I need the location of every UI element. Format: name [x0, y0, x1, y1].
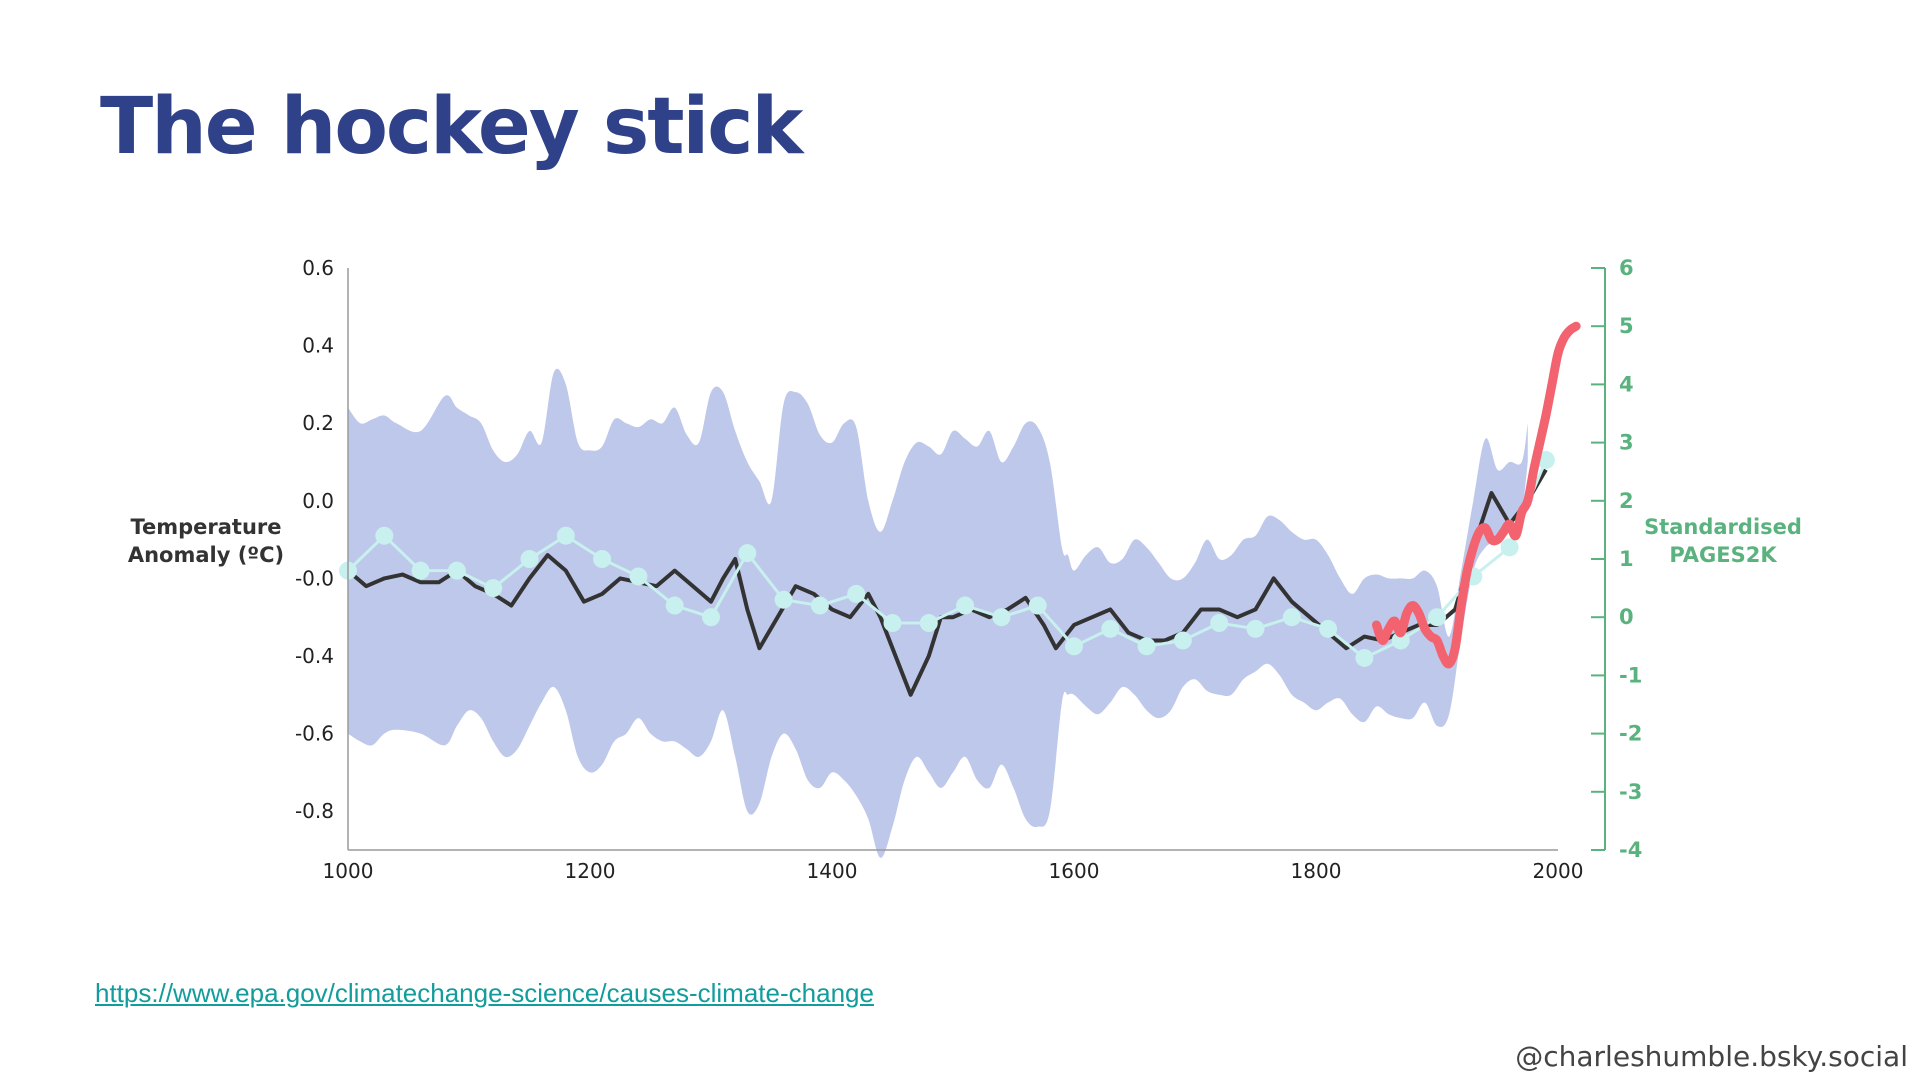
y2-tick-label: -3 [1619, 780, 1642, 804]
pages2k-point [919, 614, 938, 633]
y2-tick-label: -1 [1619, 663, 1642, 687]
pages2k-line [346, 459, 1548, 660]
y-tick-label: 0.2 [302, 411, 334, 435]
pages2k-point [702, 608, 720, 627]
y2-tick-label: 6 [1619, 256, 1634, 280]
y-tick-label: -0.4 [295, 644, 334, 668]
pages2k-point [520, 550, 539, 568]
pages2k-point [665, 596, 684, 615]
y2-axis-title-line-1: Standardised [1644, 515, 1802, 539]
x-tick-label: 2000 [1533, 859, 1584, 883]
pages2k-point [593, 550, 612, 568]
pages2k-point [556, 526, 575, 545]
pages2k-point [629, 567, 648, 586]
x-tick-label: 1200 [565, 859, 616, 883]
pages2k-point [375, 526, 394, 545]
pages2k-point [1137, 637, 1156, 656]
y-tick-label: -0.0 [295, 566, 334, 590]
pages2k-point [1028, 596, 1047, 615]
y-tick-label: 0.0 [302, 489, 334, 513]
axes-layer: 1000 1200 1400 1600 1800 2000 0.6 0.4 0.2 0.0 -0.0… [295, 256, 1642, 883]
page-title: The hockey stick [100, 82, 803, 172]
pages2k-point [1282, 608, 1301, 627]
pages2k-point [956, 596, 975, 615]
instrumental-line [1372, 321, 1581, 669]
y2-tick-label: 1 [1619, 547, 1634, 571]
pages2k-point [447, 561, 466, 580]
pages2k-point [738, 544, 757, 563]
pages2k-point [992, 608, 1011, 627]
pages2k-point [1246, 619, 1265, 638]
author-handle: @charleshumble.bsky.social [1515, 1040, 1908, 1073]
x-tick-label: 1600 [1049, 859, 1100, 883]
pages2k-point [1355, 648, 1374, 667]
pages2k-point [411, 561, 430, 580]
x-tick-label: 1000 [323, 859, 374, 883]
pages2k-point [1065, 637, 1083, 656]
y-tick-label: 0.4 [302, 334, 334, 358]
uncertainty-band [348, 368, 1528, 858]
x-tick-label: 1400 [807, 859, 858, 883]
reconstruction-line [346, 468, 1548, 697]
y2-tick-label: 5 [1619, 314, 1634, 338]
source-link[interactable]: https://www.epa.gov/climatechange-scienc… [95, 978, 874, 1008]
pages2k-point [1391, 631, 1410, 650]
y2-tick-label: 2 [1619, 489, 1634, 513]
uncertainty-band-layer [348, 368, 1528, 858]
y2-axis-title-line-2: PAGES2K [1669, 543, 1777, 567]
y2-tick-label: 0 [1619, 605, 1634, 629]
y-tick-label: 0.6 [302, 256, 334, 280]
y2-tick-label: -4 [1619, 838, 1642, 862]
pages2k-point [1173, 631, 1192, 650]
pages2k-point [1319, 619, 1338, 638]
instrumental-layer [1372, 321, 1581, 669]
pages2k-point [847, 584, 866, 603]
y2-tick-label: 4 [1619, 372, 1634, 396]
y-axis-title-line-1: Temperature [130, 515, 281, 539]
x-tick-label: 1800 [1291, 859, 1342, 883]
y2-tick-label: 3 [1619, 431, 1634, 455]
pages2k-point [1428, 608, 1446, 627]
pages2k-point [774, 590, 793, 609]
reconstruction-layer [346, 468, 1548, 697]
pages2k-point [810, 596, 829, 615]
pages2k-point [484, 579, 503, 598]
y2-tick-label: -2 [1619, 722, 1642, 746]
y-tick-label: -0.8 [295, 799, 334, 823]
pages2k-point [883, 614, 902, 633]
pages2k-point [1210, 614, 1229, 633]
y-tick-label: -0.6 [295, 722, 334, 746]
pages2k-point [1500, 538, 1519, 557]
pages2k-point [1101, 619, 1120, 638]
y-axis-title-line-2: Anomaly (ºC) [128, 543, 284, 567]
